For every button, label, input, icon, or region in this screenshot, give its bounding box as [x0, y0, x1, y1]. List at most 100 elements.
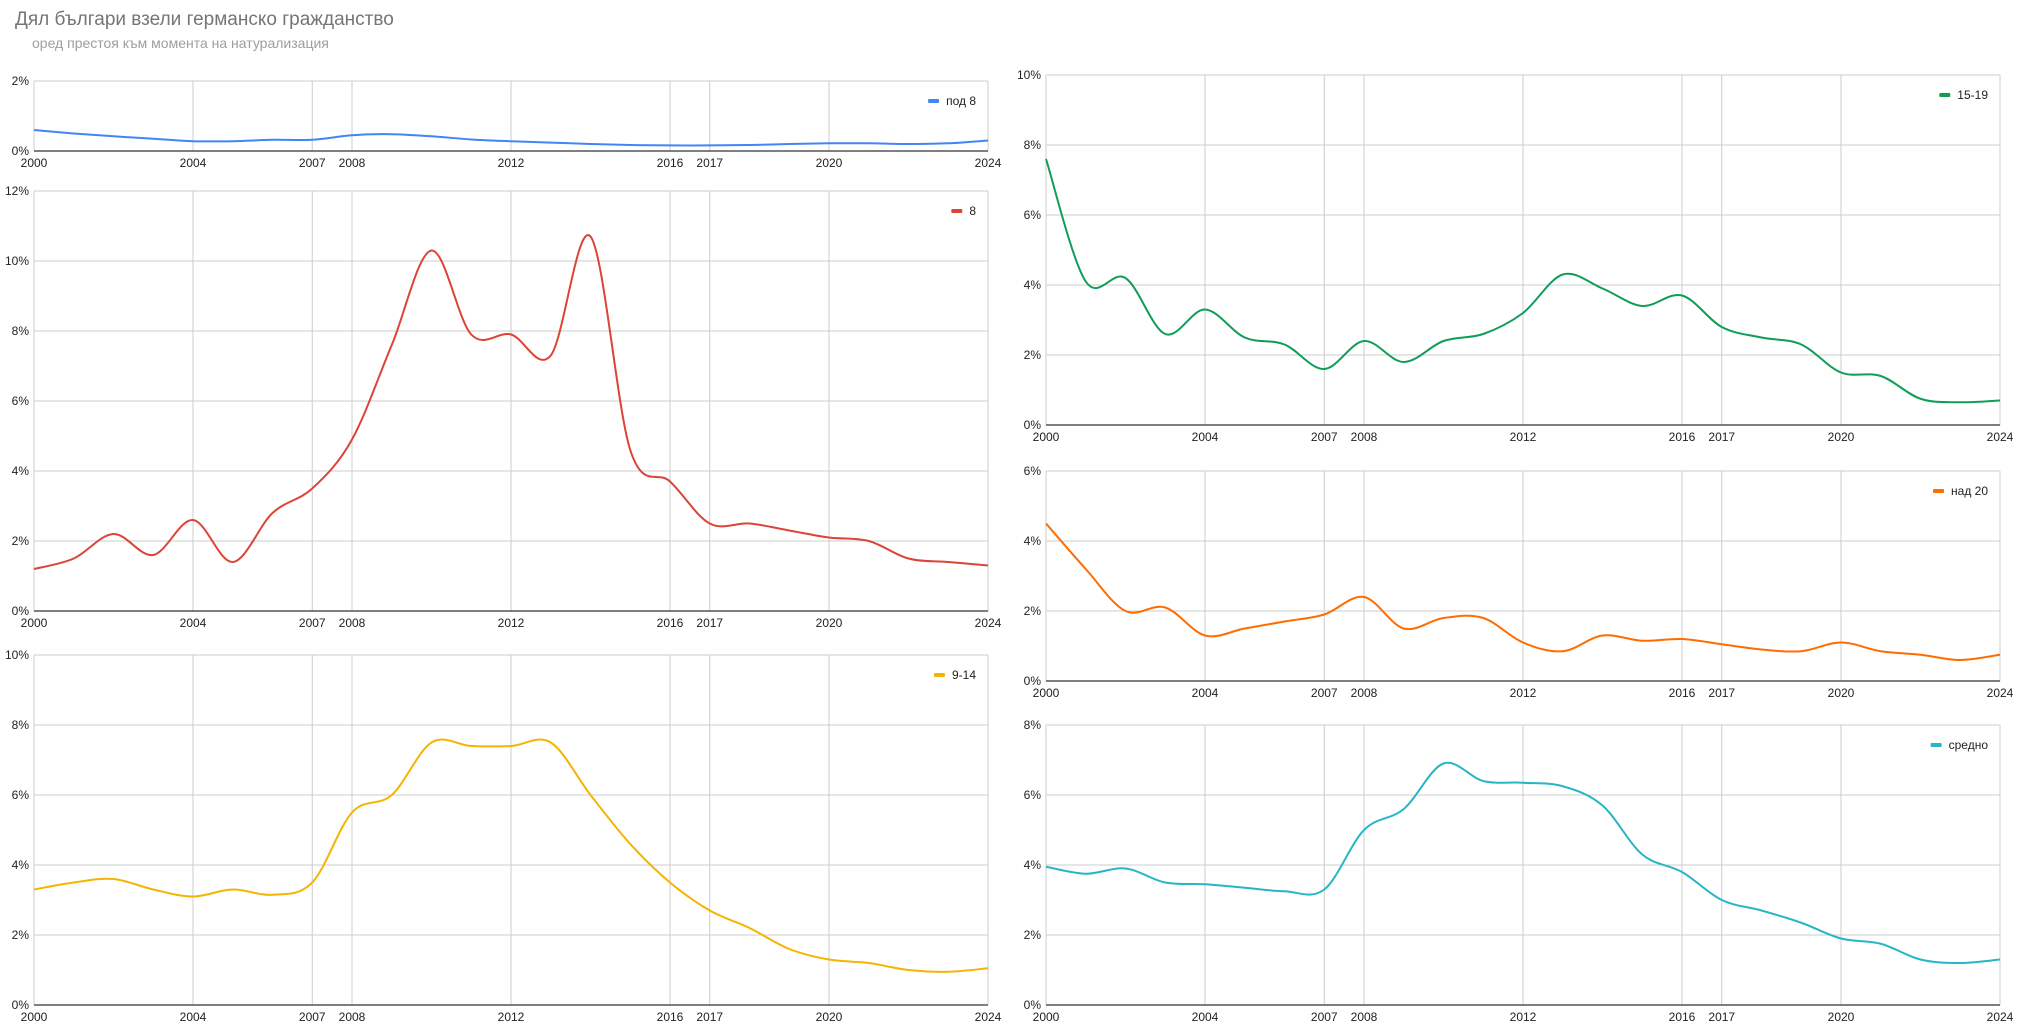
x-tick-label: 2008	[339, 156, 366, 170]
x-tick-label: 2020	[1828, 430, 1855, 444]
y-tick-label: 0%	[1024, 998, 1042, 1012]
x-tick-label: 2004	[180, 616, 207, 630]
y-tick-label: 4%	[12, 464, 30, 478]
legend-label: 8	[969, 204, 976, 218]
x-tick-label: 2004	[1192, 430, 1219, 444]
y-tick-label: 4%	[12, 858, 30, 872]
x-tick-label: 2007	[299, 616, 326, 630]
x-tick-label: 2017	[696, 156, 723, 170]
y-tick-label: 6%	[1024, 464, 1042, 478]
series-line	[33, 129, 989, 147]
x-tick-label: 2017	[1708, 686, 1735, 700]
x-tick-label: 2024	[975, 1010, 1002, 1024]
x-tick-label: 2016	[1669, 686, 1696, 700]
x-tick-label: 2017	[1708, 1010, 1735, 1024]
y-tick-label: 2%	[1024, 348, 1042, 362]
x-tick-label: 2020	[1828, 686, 1855, 700]
x-tick-label: 2008	[339, 1010, 366, 1024]
x-tick-label: 2020	[816, 1010, 843, 1024]
chart-panel-3: 0% 2% 4% 6% 8% 10% 2000 2004 2007 2008 2012 2016 201…	[5, 648, 1002, 1024]
legend-swatch	[1933, 489, 1945, 493]
chart-panel-1: 0% 2% 2000 2004 2007 2008 2012 2016 2017 2020 2024…	[12, 74, 1002, 170]
x-tick-label: 2004	[180, 156, 207, 170]
chart-panel-6: 0% 2% 4% 6% 8% 2000 2004 2007 2008 2012 2016 2017 20…	[1024, 718, 2014, 1024]
x-tick-label: 2020	[816, 156, 843, 170]
x-tick-label: 2000	[1033, 1010, 1060, 1024]
y-tick-label: 8%	[1024, 718, 1042, 732]
x-tick-label: 2008	[1351, 686, 1378, 700]
x-tick-label: 2012	[1510, 1010, 1537, 1024]
x-tick-label: 2000	[1033, 686, 1060, 700]
y-tick-label: 6%	[1024, 208, 1042, 222]
x-tick-label: 2016	[1669, 1010, 1696, 1024]
x-tick-label: 2024	[975, 156, 1002, 170]
x-tick-label: 2008	[339, 616, 366, 630]
page-subtitle: оред престоя към момента на натурализаци…	[32, 35, 329, 51]
x-tick-label: 2007	[1311, 1010, 1338, 1024]
x-tick-label: 2000	[21, 616, 48, 630]
chart-panel-2: 0% 2% 4% 6% 8% 10% 12% 2000 2004 2007 2008 2012 2016…	[5, 184, 1002, 630]
y-tick-label: 6%	[12, 788, 30, 802]
x-tick-label: 2020	[1828, 1010, 1855, 1024]
x-tick-label: 2004	[1192, 686, 1219, 700]
legend-label: средно	[1949, 738, 1989, 752]
y-tick-label: 8%	[12, 324, 30, 338]
x-tick-label: 2016	[1669, 430, 1696, 444]
x-tick-label: 2020	[816, 616, 843, 630]
x-tick-label: 2004	[180, 1010, 207, 1024]
x-tick-label: 2024	[1987, 430, 2014, 444]
x-tick-label: 2007	[299, 156, 326, 170]
x-tick-label: 2024	[1987, 686, 2014, 700]
x-tick-label: 2024	[1987, 1010, 2014, 1024]
series-line	[1045, 761, 2001, 964]
x-tick-label: 2007	[299, 1010, 326, 1024]
y-tick-label: 2%	[1024, 604, 1042, 618]
y-tick-label: 6%	[12, 394, 30, 408]
y-tick-label: 8%	[12, 718, 30, 732]
x-tick-label: 2016	[657, 1010, 684, 1024]
x-tick-label: 2017	[696, 616, 723, 630]
x-tick-label: 2012	[1510, 430, 1537, 444]
legend-swatch	[928, 99, 940, 103]
x-tick-label: 2004	[1192, 1010, 1219, 1024]
y-tick-label: 2%	[12, 928, 30, 942]
y-tick-label: 2%	[12, 534, 30, 548]
x-tick-label: 2017	[1708, 430, 1735, 444]
series-line	[1045, 158, 2001, 404]
x-tick-label: 2016	[657, 156, 684, 170]
legend-label: над 20	[1951, 484, 1988, 498]
legend-swatch	[933, 673, 945, 677]
x-tick-label: 2012	[1510, 686, 1537, 700]
x-tick-label: 2012	[498, 156, 525, 170]
y-tick-label: 10%	[5, 254, 29, 268]
y-tick-label: 10%	[5, 648, 29, 662]
y-tick-label: 2%	[12, 74, 30, 88]
x-tick-label: 2000	[21, 156, 48, 170]
x-tick-label: 2008	[1351, 1010, 1378, 1024]
y-tick-label: 0%	[12, 998, 30, 1012]
x-tick-label: 2007	[1311, 686, 1338, 700]
x-tick-label: 2000	[21, 1010, 48, 1024]
x-tick-label: 2017	[696, 1010, 723, 1024]
y-tick-label: 4%	[1024, 278, 1042, 292]
y-tick-label: 0%	[1024, 418, 1042, 432]
x-tick-label: 2000	[1033, 430, 1060, 444]
y-tick-label: 0%	[12, 604, 30, 618]
chart-panel-4: 0% 2% 4% 6% 8% 10% 2000 2004 2007 2008 2012 2016 201…	[1017, 68, 2014, 444]
legend-label: под 8	[946, 94, 976, 108]
y-tick-label: 4%	[1024, 858, 1042, 872]
y-tick-label: 2%	[1024, 928, 1042, 942]
y-tick-label: 6%	[1024, 788, 1042, 802]
x-tick-label: 2024	[975, 616, 1002, 630]
y-tick-label: 12%	[5, 184, 29, 198]
legend-label: 9-14	[952, 668, 976, 682]
x-tick-label: 2016	[657, 616, 684, 630]
legend-swatch	[951, 209, 963, 213]
x-tick-label: 2012	[498, 616, 525, 630]
x-tick-label: 2012	[498, 1010, 525, 1024]
x-tick-label: 2008	[1351, 430, 1378, 444]
y-tick-label: 0%	[12, 144, 30, 158]
series-line	[33, 234, 989, 570]
y-tick-label: 0%	[1024, 674, 1042, 688]
